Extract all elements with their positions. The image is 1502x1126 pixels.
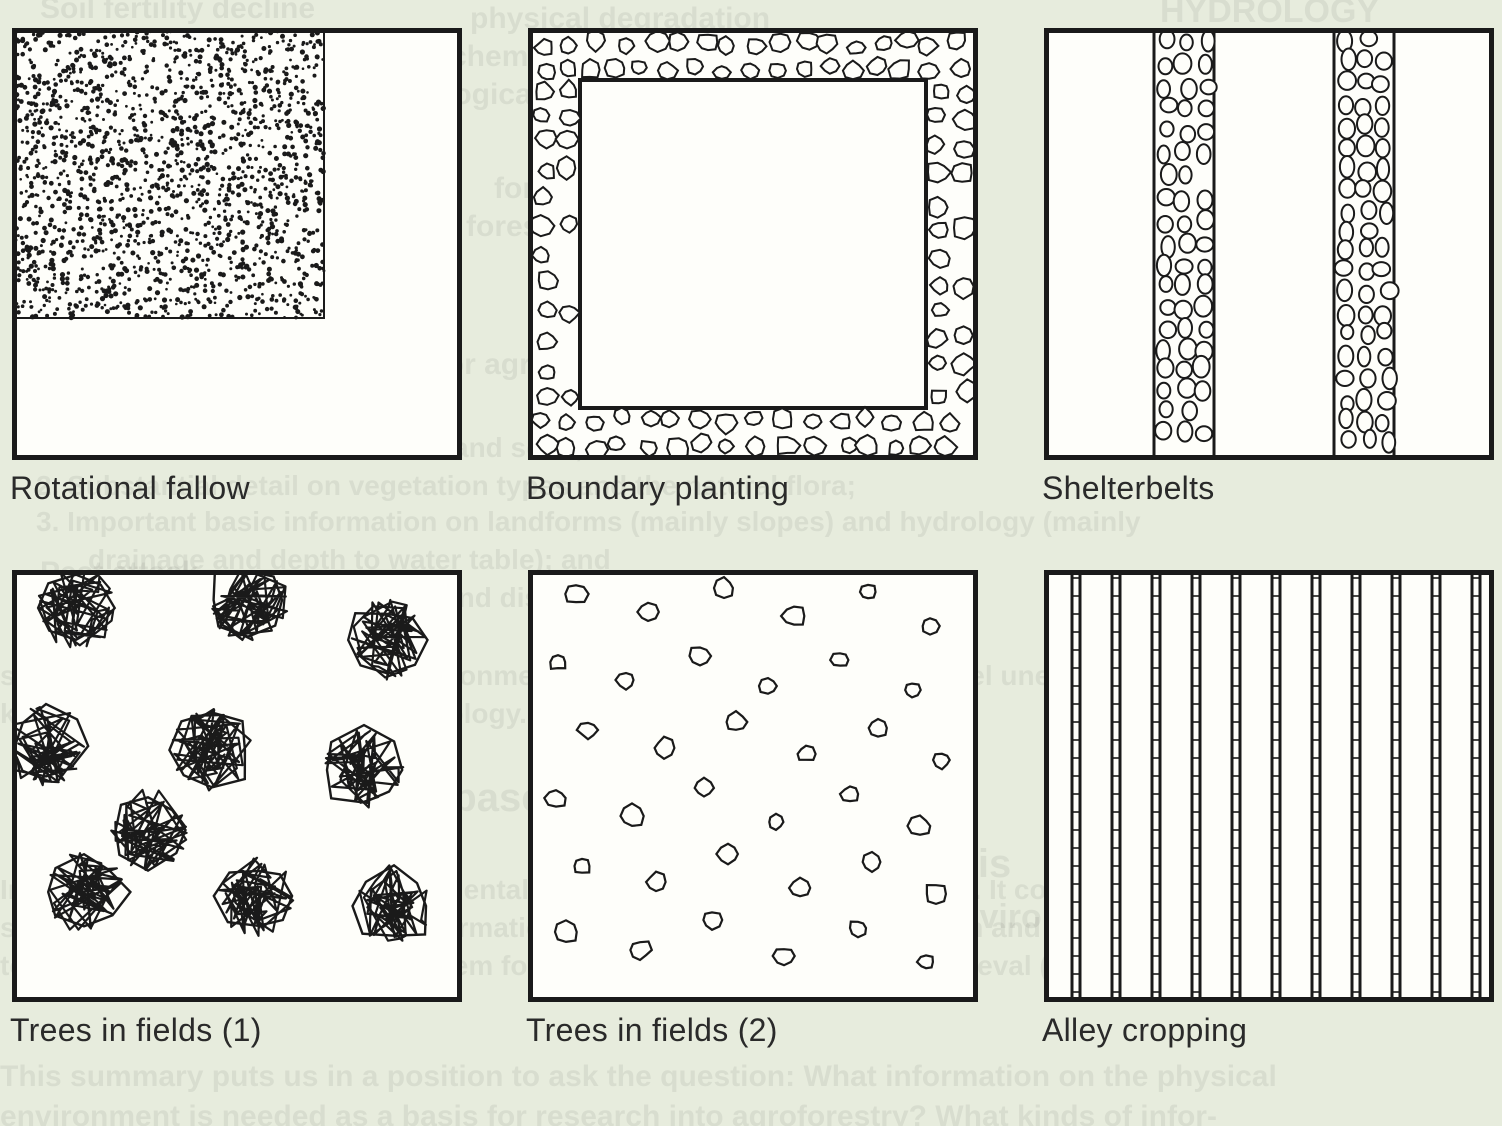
bleed-through-text: 3. Important basic information on landfo… <box>36 506 1141 538</box>
panel-alley-cropping <box>1044 570 1494 1002</box>
panel-shelterbelts <box>1044 28 1494 460</box>
panel-border <box>528 570 978 1002</box>
panel-label: Trees in fields (2) <box>526 1012 778 1049</box>
bleed-through-text: environment is needed as a basis for res… <box>0 1100 1217 1126</box>
panel-border <box>1044 28 1494 460</box>
figure-page: physical degradationchemical degradation… <box>0 0 1502 1126</box>
panel-border <box>1044 570 1494 1002</box>
bleed-through-text: HYDROLOGY <box>1160 0 1379 31</box>
panel-trees-in-fields-1 <box>12 570 462 1002</box>
panel-border <box>12 28 462 460</box>
panel-border <box>528 28 978 460</box>
panel-trees-in-fields-2 <box>528 570 978 1002</box>
bleed-through-text: This summary puts us in a position to as… <box>0 1060 1277 1094</box>
panel-label: Alley cropping <box>1042 1012 1247 1049</box>
panel-label: Trees in fields (1) <box>10 1012 262 1049</box>
panel-boundary-planting <box>528 28 978 460</box>
bleed-through-text: Soil fertility decline <box>40 0 315 26</box>
panel-label: Boundary planting <box>526 470 789 507</box>
panel-label: Shelterbelts <box>1042 470 1215 507</box>
panel-border <box>12 570 462 1002</box>
panel-label: Rotational fallow <box>10 470 250 507</box>
panel-rotational-fallow <box>12 28 462 460</box>
